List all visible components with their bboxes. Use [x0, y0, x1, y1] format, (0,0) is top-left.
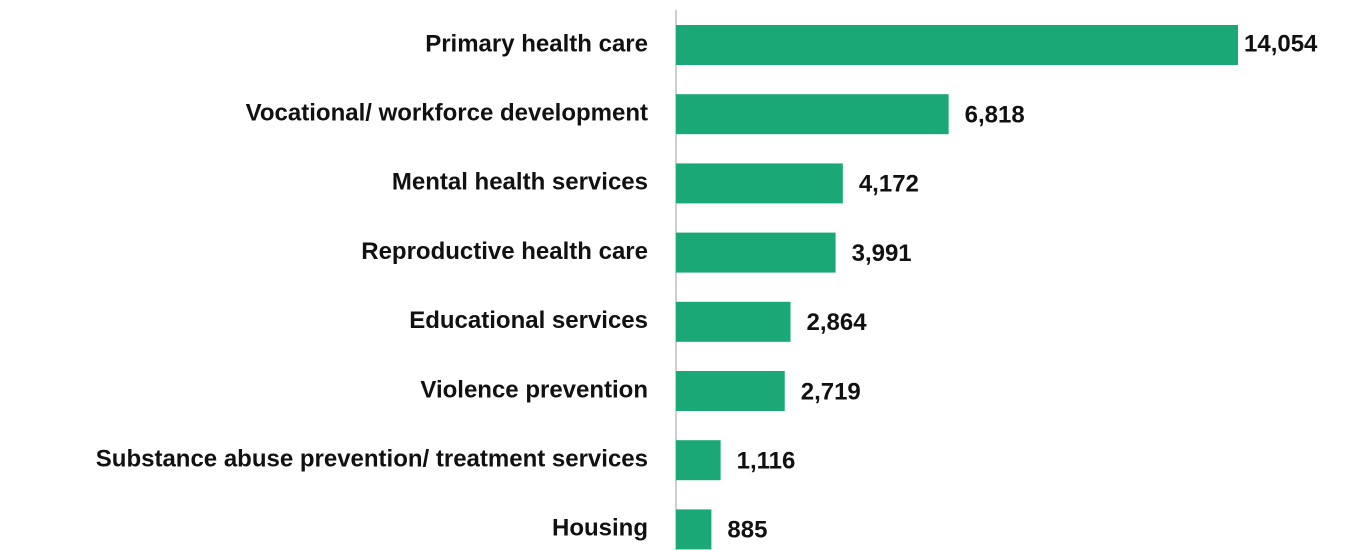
category-label: Violence prevention: [420, 376, 648, 403]
category-label: Vocational/ workforce development: [246, 100, 648, 127]
category-label: Housing: [552, 515, 648, 542]
category-label: Educational services: [409, 307, 648, 334]
value-label: 6,818: [965, 102, 1025, 129]
bar: [676, 94, 949, 135]
bar: [676, 25, 1238, 65]
bar: [676, 301, 791, 342]
category-label: Reproductive health care: [361, 238, 648, 265]
bar: [676, 371, 785, 411]
value-label: 3,991: [852, 240, 912, 267]
bar: [676, 509, 712, 550]
value-label: 2,864: [807, 309, 868, 336]
category-label: Substance abuse prevention/ treatment se…: [96, 446, 648, 473]
bar: [676, 163, 843, 204]
value-label: 1,116: [737, 448, 796, 475]
value-label: 2,719: [801, 378, 861, 405]
value-label: 14,054: [1244, 30, 1318, 57]
category-label: Primary health care: [425, 30, 648, 57]
value-label: 885: [727, 517, 767, 544]
category-label: Mental health services: [392, 169, 648, 196]
value-label: 4,172: [859, 171, 919, 198]
bar: [676, 232, 836, 273]
bar: [676, 440, 721, 481]
